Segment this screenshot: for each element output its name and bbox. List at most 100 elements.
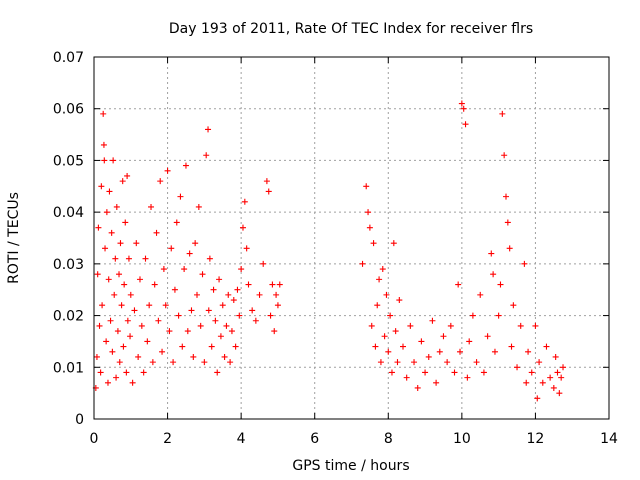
- data-point: [142, 255, 149, 262]
- data-point: [168, 245, 175, 252]
- data-point: [120, 343, 127, 350]
- data-point: [473, 359, 480, 366]
- data-point: [98, 183, 105, 190]
- data-point: [192, 240, 199, 247]
- data-point: [550, 384, 557, 391]
- data-point: [104, 379, 111, 386]
- data-point: [245, 281, 252, 288]
- data-point: [201, 359, 208, 366]
- data-point: [440, 333, 447, 340]
- data-point: [105, 276, 112, 283]
- data-point: [517, 322, 524, 329]
- data-point: [252, 317, 259, 324]
- data-point: [414, 384, 421, 391]
- data-point: [94, 271, 101, 278]
- data-point: [495, 312, 502, 319]
- data-point: [477, 291, 484, 298]
- data-point: [379, 266, 386, 273]
- data-point: [425, 353, 432, 360]
- data-point: [504, 219, 511, 226]
- data-point: [177, 193, 184, 200]
- data-point: [171, 286, 178, 293]
- data-point: [179, 343, 186, 350]
- plot-frame: [93, 56, 610, 420]
- y-tick-label: 0.01: [53, 360, 84, 376]
- data-point: [267, 312, 274, 319]
- data-point: [501, 152, 508, 159]
- data-point: [554, 369, 561, 376]
- x-tick-label: 0: [90, 431, 99, 447]
- y-axis-label: ROTI / TECUs: [6, 192, 22, 284]
- data-point: [149, 359, 156, 366]
- data-point: [514, 364, 521, 371]
- data-point: [462, 121, 469, 128]
- data-point: [458, 100, 465, 107]
- data-point: [390, 240, 397, 247]
- data-point: [100, 141, 107, 148]
- x-axis-label: GPS time / hours: [292, 458, 409, 474]
- data-point: [113, 374, 120, 381]
- data-point: [232, 343, 239, 350]
- data-point: [497, 281, 504, 288]
- data-point: [460, 105, 467, 112]
- data-point: [429, 317, 436, 324]
- data-point: [116, 271, 123, 278]
- x-tick-label: 12: [527, 431, 545, 447]
- data-point: [271, 328, 278, 335]
- data-point: [197, 322, 204, 329]
- data-point: [136, 276, 143, 283]
- data-point: [469, 312, 476, 319]
- data-point: [214, 369, 221, 376]
- data-point: [359, 260, 366, 267]
- data-point: [205, 307, 212, 314]
- data-point: [523, 379, 530, 386]
- data-point: [230, 297, 237, 304]
- x-tick-label: 8: [384, 431, 393, 447]
- data-point: [127, 291, 134, 298]
- data-point: [436, 348, 443, 355]
- data-point: [153, 229, 160, 236]
- data-point: [151, 281, 158, 288]
- data-point: [521, 260, 528, 267]
- data-point: [556, 390, 563, 397]
- data-point: [274, 302, 281, 309]
- data-point: [451, 369, 458, 376]
- data-point: [182, 162, 189, 169]
- data-point: [107, 317, 114, 324]
- data-point: [93, 353, 100, 360]
- data-point: [188, 307, 195, 314]
- data-point: [157, 178, 164, 185]
- data-point: [122, 219, 129, 226]
- data-point: [111, 291, 118, 298]
- data-point: [400, 343, 406, 350]
- data-point: [164, 167, 171, 174]
- y-tick-label: 0.02: [53, 309, 84, 325]
- data-point: [506, 245, 513, 252]
- data-point: [221, 353, 228, 360]
- data-point: [124, 172, 131, 179]
- data-point: [103, 209, 110, 216]
- data-point: [116, 359, 123, 366]
- data-point: [543, 343, 550, 350]
- data-point: [186, 250, 193, 257]
- data-point: [173, 219, 180, 226]
- data-point: [148, 203, 155, 210]
- data-point: [374, 302, 381, 309]
- data-point: [260, 260, 267, 267]
- data-point: [539, 379, 546, 386]
- data-point: [552, 353, 559, 360]
- grid-layer: [94, 57, 609, 419]
- data-point: [455, 281, 462, 288]
- data-point: [457, 348, 464, 355]
- data-point: [490, 271, 497, 278]
- data-point: [536, 359, 543, 366]
- y-tick-label: 0.04: [53, 205, 84, 221]
- data-point: [372, 343, 379, 350]
- data-point: [560, 364, 567, 371]
- data-point: [99, 302, 106, 309]
- x-tick-label: 2: [163, 431, 172, 447]
- data-point: [256, 291, 263, 298]
- data-point: [239, 224, 246, 231]
- data-point: [184, 328, 191, 335]
